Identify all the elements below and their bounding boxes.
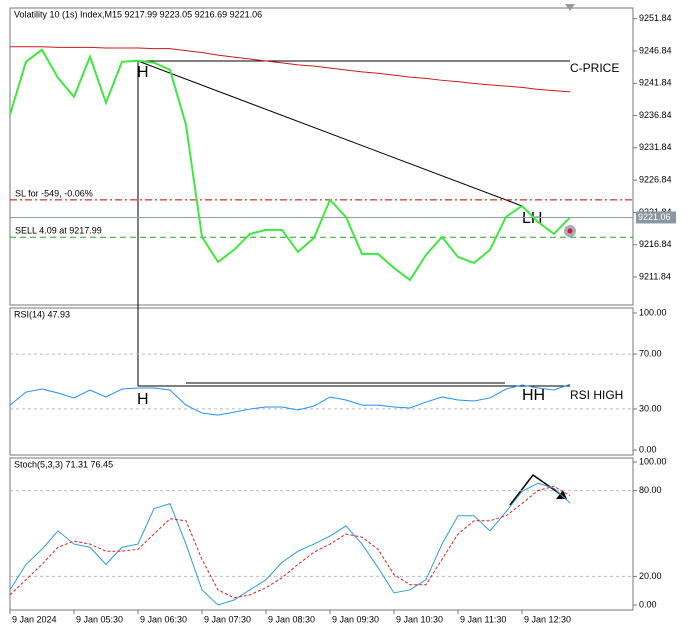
x-tick-label: 9 Jan 09:30 [332, 614, 379, 624]
stoch-panel [9, 457, 634, 611]
panel-title: Stoch(5,3,3) 71.31 76.45 [14, 459, 113, 469]
y-tick-label: 30.00 [639, 403, 662, 413]
annotation: LH [522, 210, 542, 227]
panel-title: RSI(14) 47.93 [14, 309, 70, 319]
annotation: H [137, 391, 149, 408]
series-line [9, 485, 571, 599]
x-tick-label: 9 Jan 05:30 [76, 614, 123, 624]
y-tick-label: 100.00 [639, 307, 667, 317]
x-tick-label: 9 Jan 2024 [12, 614, 57, 624]
y-tick-label: 0.00 [639, 444, 657, 454]
annotation: RSI HIGH [570, 388, 623, 402]
price-panel [9, 7, 634, 306]
series-line [9, 482, 571, 606]
rsi-panel [9, 307, 634, 456]
y-tick-label: 0.00 [639, 599, 657, 609]
current-price-label: 9221.06 [638, 212, 671, 222]
series-line [9, 383, 571, 416]
order-label: SELL 4.09 at 9217.99 [15, 226, 102, 236]
arrow [509, 473, 564, 506]
y-tick-label: 9211.84 [639, 271, 671, 281]
x-tick-label: 9 Jan 11:30 [460, 614, 506, 624]
arrow-head [556, 490, 567, 499]
scroll-marker [565, 4, 575, 11]
trend-line [137, 60, 523, 207]
y-tick-label: 100.00 [639, 456, 667, 466]
y-tick-label: 9216.84 [639, 239, 672, 249]
y-tick-label: 9241.84 [639, 78, 672, 88]
series-line [9, 48, 571, 282]
x-tick-label: 9 Jan 10:30 [396, 614, 443, 624]
y-tick-label: 9246.84 [639, 45, 672, 55]
price-box [636, 211, 676, 224]
x-tick-label: 9 Jan 12:30 [524, 614, 571, 624]
annotation: HH [522, 387, 545, 404]
y-tick-label: 70.00 [639, 348, 662, 358]
y-tick-label: 9251.84 [639, 13, 672, 23]
annotation: C-PRICE [570, 61, 619, 75]
y-tick-label: 9231.84 [639, 142, 672, 152]
series-line [10, 46, 571, 93]
panel-title: Volatility 10 (1s) Index,M15 9217.99 922… [14, 9, 262, 19]
order-label: SL for -549, -0.06% [15, 188, 93, 198]
trade-icon [567, 228, 573, 234]
y-tick-label: 9236.84 [639, 110, 672, 120]
x-tick-label: 9 Jan 08:30 [268, 614, 315, 624]
y-tick-label: 9226.84 [639, 175, 672, 185]
y-tick-label: 20.00 [639, 571, 662, 581]
x-tick-label: 9 Jan 07:30 [204, 614, 251, 624]
annotation: H [137, 64, 149, 81]
y-tick-label: 80.00 [639, 485, 662, 495]
x-tick-label: 9 Jan 06:30 [140, 614, 187, 624]
